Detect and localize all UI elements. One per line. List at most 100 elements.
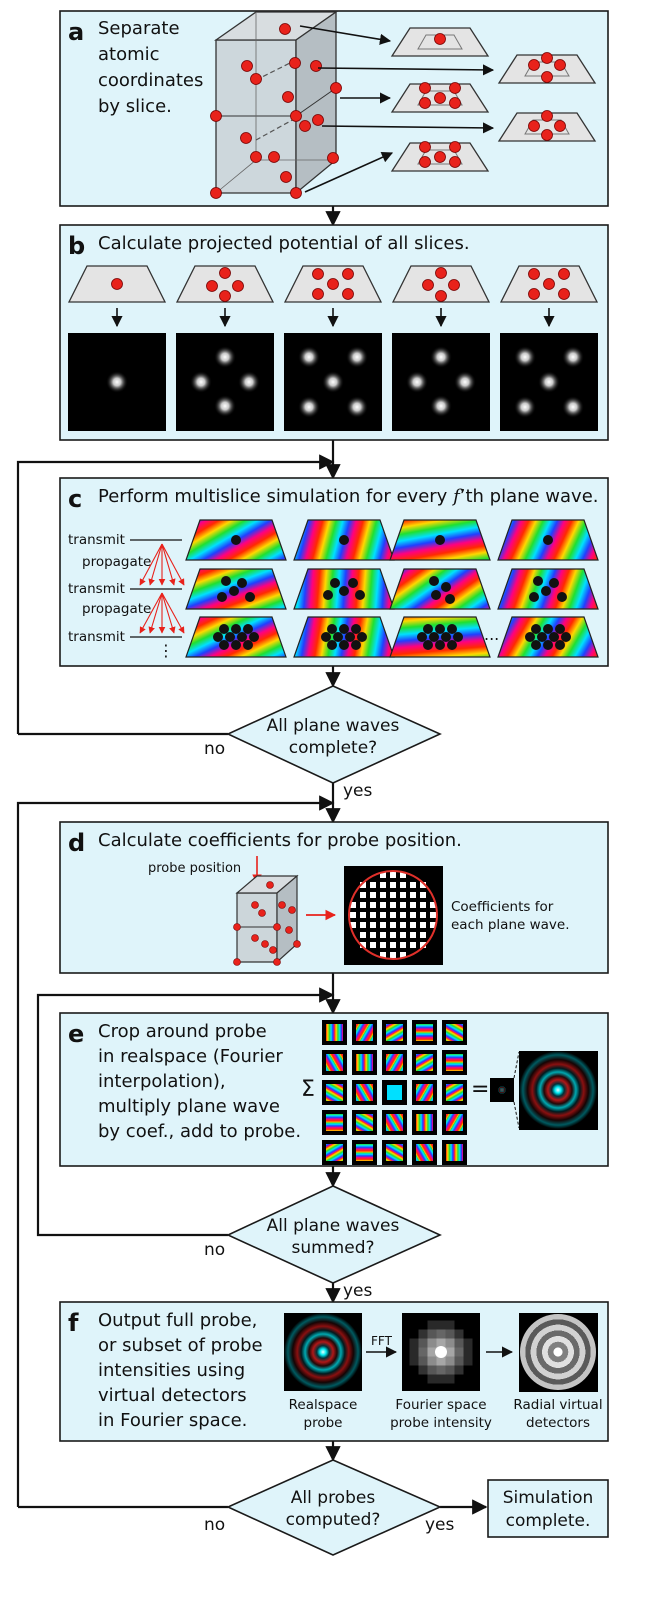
fourier-pixel	[418, 1365, 428, 1375]
coef-dot	[410, 922, 416, 928]
panel-f-captions: Realspace probe Fourier space probe inte…	[289, 1397, 603, 1431]
plane-wave-tile	[352, 1050, 377, 1075]
plane-wave-tile	[442, 1020, 467, 1045]
fourier-pixel	[436, 1338, 446, 1348]
panel-d-letter: d	[68, 829, 85, 857]
coef-dot	[380, 882, 386, 888]
coef-dot	[430, 912, 436, 918]
coef-dot	[390, 882, 396, 888]
svg-text:complete?: complete?	[289, 738, 377, 758]
fourier-pixel	[427, 1320, 437, 1330]
coef-dot	[420, 922, 426, 928]
rainbow-slice	[293, 519, 395, 561]
panel-f-text: Output full probe, or subset of probe in…	[98, 1310, 268, 1431]
coef-dot	[420, 942, 426, 948]
panel-c-text: Perform multislice simulation for every …	[98, 486, 599, 507]
fourier-pixel	[436, 1329, 446, 1339]
coef-dot	[400, 952, 406, 958]
rainbow-slice	[389, 616, 491, 658]
svg-text:computed?: computed?	[286, 1510, 381, 1530]
coef-dot	[390, 912, 396, 918]
coef-dot	[390, 892, 396, 898]
plane-wave-tile	[412, 1050, 437, 1075]
plane-wave-tile	[442, 1050, 467, 1075]
coef-dot	[370, 932, 376, 938]
rainbow-slice	[497, 568, 599, 610]
simulation-complete-box: Simulation complete.	[487, 1479, 609, 1538]
no-label: no	[204, 739, 225, 759]
coef-dot	[400, 912, 406, 918]
multislice-steps: transmit propagate transmit propagate tr…	[68, 532, 174, 660]
coef-dot	[360, 882, 366, 888]
fourier-pixel	[445, 1374, 455, 1384]
coef-dot	[380, 892, 386, 898]
aperture-circle	[348, 870, 438, 960]
plane-wave-tile	[352, 1110, 377, 1135]
coef-dot	[410, 912, 416, 918]
coef-dot	[410, 892, 416, 898]
plane-wave-tile	[352, 1080, 377, 1105]
coef-dot	[410, 882, 416, 888]
coef-label-line-1: Coefficients for	[451, 899, 554, 915]
panel-f-letter: f	[68, 1309, 79, 1337]
fourier-pixel	[427, 1374, 437, 1384]
plane-wave-tile	[322, 1110, 347, 1135]
fourier-pixel	[427, 1365, 437, 1375]
svg-text:⋮: ⋮	[158, 641, 174, 660]
coef-dot	[370, 892, 376, 898]
coef-dot	[400, 922, 406, 928]
fourier-pixel	[436, 1320, 446, 1330]
svg-text:All plane waves: All plane waves	[267, 1216, 400, 1236]
coef-dot	[420, 882, 426, 888]
plane-wave-tile	[412, 1020, 437, 1045]
coefficient-dots	[350, 872, 436, 958]
fourier-pixel	[409, 1347, 419, 1357]
coef-dot	[400, 892, 406, 898]
slice-1	[390, 27, 490, 57]
fourier-pixel	[409, 1338, 419, 1348]
svg-text:Fourier space: Fourier space	[395, 1397, 486, 1413]
panel-b-letter: b	[68, 232, 85, 260]
plane-wave-slices	[185, 519, 599, 658]
coef-dot	[380, 942, 386, 948]
svg-text:Radial virtual: Radial virtual	[513, 1397, 602, 1413]
svg-text:Simulation: Simulation	[503, 1488, 594, 1508]
fourier-pixel	[463, 1356, 473, 1366]
rainbow-slice	[185, 568, 287, 610]
fourier-pixel	[445, 1320, 455, 1330]
fourier-pixel	[454, 1356, 464, 1366]
rainbow-slice	[185, 616, 287, 658]
coef-dot	[370, 912, 376, 918]
yes-label: yes	[425, 1515, 455, 1535]
plane-wave-tile	[352, 1140, 377, 1165]
coef-dot	[390, 902, 396, 908]
coef-dot	[360, 892, 366, 898]
coef-dot	[370, 922, 376, 928]
panel-b: b Calculate projected potential of all s…	[59, 224, 609, 441]
plane-wave-tile	[442, 1140, 467, 1165]
plane-wave-tile	[322, 1140, 347, 1165]
slice-5	[390, 141, 490, 172]
coef-dot	[380, 922, 386, 928]
fourier-pixel	[454, 1338, 464, 1348]
decision-probes-computed: All probes computed? no yes	[204, 1459, 455, 1556]
coef-dot	[360, 902, 366, 908]
probe-position-label: probe position	[148, 861, 241, 876]
no-label: no	[204, 1240, 225, 1260]
fourier-pixel	[418, 1356, 428, 1366]
panel-e: e Crop around probe in realspace (Fourie…	[59, 1012, 609, 1167]
coef-dot	[380, 932, 386, 938]
svg-text:Realspace: Realspace	[289, 1397, 358, 1413]
plane-wave-tile	[322, 1020, 347, 1045]
coef-dot	[360, 932, 366, 938]
propagation-arrows	[139, 543, 185, 634]
slice-3	[390, 82, 490, 113]
fourier-pixel	[427, 1356, 437, 1366]
svg-text:probe intensity: probe intensity	[390, 1415, 492, 1431]
coef-dot	[390, 952, 396, 958]
coef-dot	[360, 942, 366, 948]
coef-dot	[380, 902, 386, 908]
fourier-pixel	[427, 1338, 437, 1348]
coef-dot	[410, 932, 416, 938]
